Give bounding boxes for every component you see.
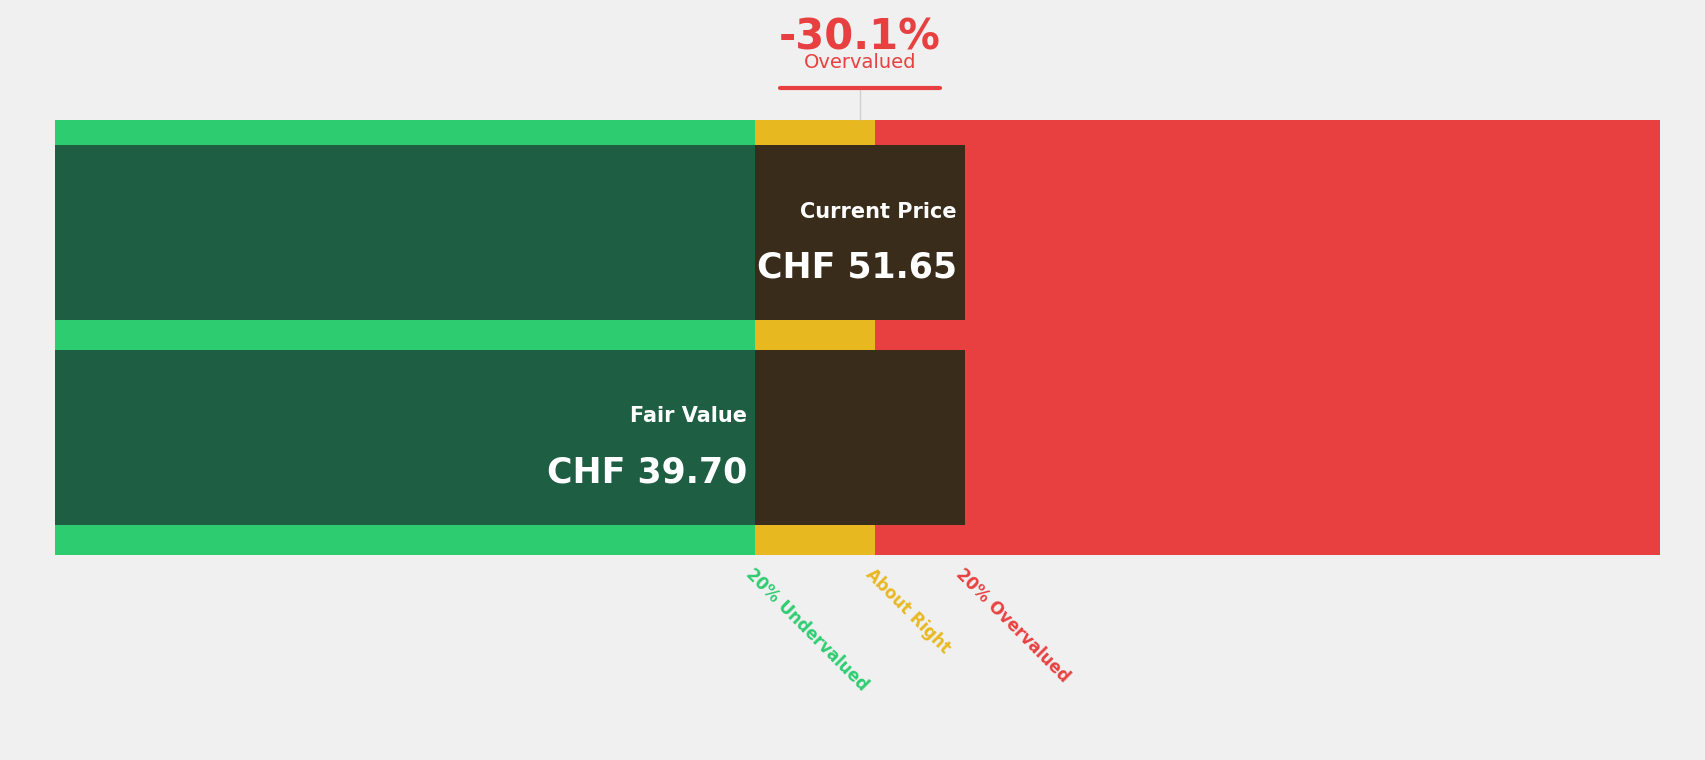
Bar [875, 320, 1659, 350]
Text: 20% Undervalued: 20% Undervalued [742, 565, 871, 695]
Text: CHF 51.65: CHF 51.65 [757, 251, 957, 284]
Bar [755, 145, 875, 320]
Text: About Right: About Right [861, 565, 953, 657]
Text: Current Price: Current Price [800, 201, 957, 221]
Bar [55, 525, 1659, 555]
Bar [55, 350, 755, 525]
Text: Overvalued: Overvalued [803, 52, 916, 71]
Bar [55, 320, 1659, 350]
Bar [55, 145, 755, 320]
Text: 20% Overvalued: 20% Overvalued [951, 565, 1072, 686]
Bar [755, 350, 875, 525]
Bar [55, 120, 1659, 148]
Bar [755, 320, 875, 350]
Bar [875, 350, 1659, 525]
Bar [875, 525, 1659, 555]
Text: -30.1%: -30.1% [779, 17, 941, 59]
Bar [875, 145, 1659, 320]
Bar [55, 350, 755, 525]
Bar [755, 525, 875, 555]
Bar [755, 145, 965, 320]
Text: CHF 39.70: CHF 39.70 [546, 455, 747, 489]
Text: Fair Value: Fair Value [629, 407, 747, 426]
Bar [55, 145, 755, 320]
Bar [755, 120, 875, 148]
Bar [875, 120, 1659, 148]
Bar [755, 350, 965, 525]
